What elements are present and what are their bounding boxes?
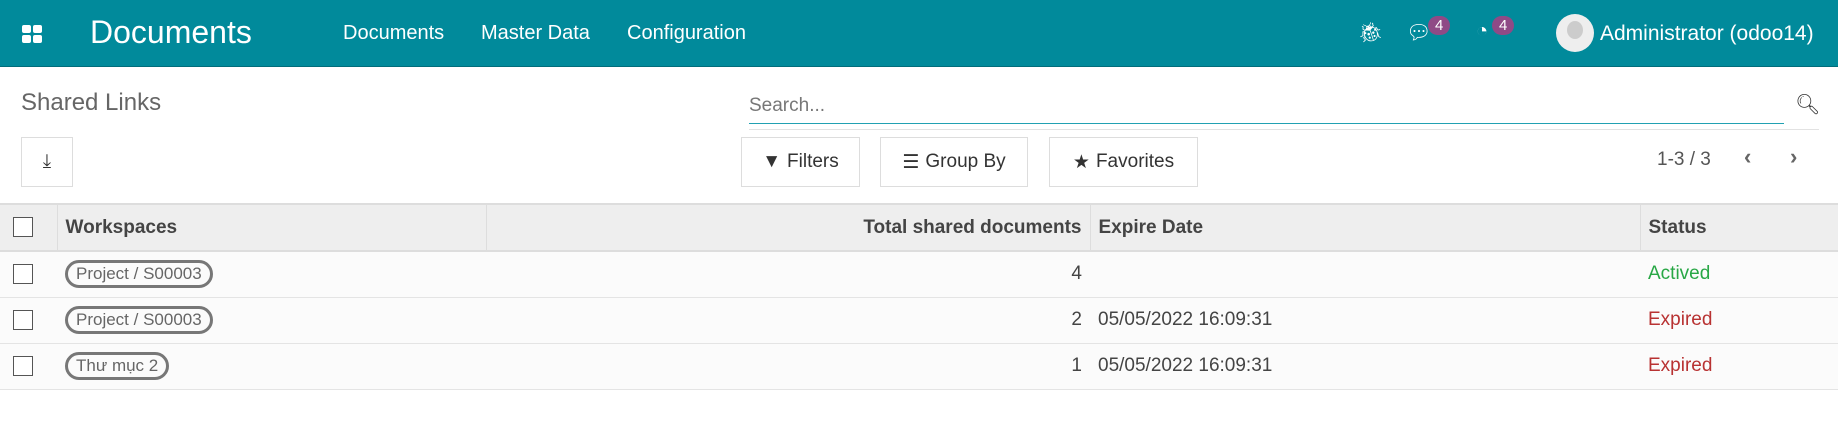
status-cell: Expired: [1640, 297, 1838, 344]
favorites-button[interactable]: ★ Favorites: [1049, 137, 1198, 187]
chevron-left-icon[interactable]: ‹: [1744, 144, 1752, 169]
select-all-checkbox[interactable]: [13, 217, 33, 238]
bars-icon: ☰: [902, 151, 920, 173]
table-row[interactable]: Project / S00003 2 05/05/2022 16:09:31 E…: [0, 297, 1838, 344]
download-icon: ⤓: [42, 151, 52, 172]
favorites-label: Favorites: [1095, 151, 1175, 172]
group-by-label: Group By: [925, 151, 1006, 172]
total-cell: 1: [486, 343, 1090, 390]
menu-master-data[interactable]: Master Data: [481, 22, 590, 44]
workspace-tag: Project / S00003: [65, 306, 213, 334]
header-workspaces[interactable]: Workspaces: [56, 203, 486, 252]
messages-badge: 4: [1428, 16, 1451, 35]
table-row[interactable]: Project / S00003 4 Actived: [0, 251, 1838, 298]
expire-cell: 05/05/2022 16:09:31: [1090, 343, 1640, 390]
status-cell: Expired: [1640, 343, 1838, 390]
chevron-right-icon[interactable]: ›: [1790, 144, 1798, 169]
expire-cell: [1090, 251, 1640, 298]
menu-configuration[interactable]: Configuration: [627, 22, 746, 44]
row-checkbox[interactable]: [13, 309, 33, 330]
search-input[interactable]: Search...: [749, 90, 1784, 124]
row-checkbox[interactable]: [13, 264, 33, 285]
group-by-button[interactable]: ☰ Group By: [880, 137, 1028, 187]
activities-badge: 4: [1492, 16, 1515, 35]
breadcrumb: Shared Links: [21, 89, 162, 116]
filters-label: Filters: [787, 151, 839, 172]
app-title[interactable]: Documents: [90, 14, 252, 50]
download-button[interactable]: ⤓: [21, 137, 73, 187]
workspace-tag: Thư mục 2: [65, 352, 170, 380]
pager-value[interactable]: 1-3 / 3: [1657, 149, 1711, 170]
header-total[interactable]: Total shared documents: [485, 203, 1090, 252]
total-cell: 4: [486, 251, 1090, 298]
bug-icon[interactable]: 🐞︎: [1358, 22, 1384, 44]
header-expire[interactable]: Expire Date: [1089, 203, 1640, 252]
shared-links-table: Workspaces Total shared documents Expire…: [0, 203, 1838, 390]
row-checkbox[interactable]: [13, 355, 33, 376]
table-header: Workspaces Total shared documents Expire…: [0, 203, 1838, 252]
total-cell: 2: [486, 297, 1090, 344]
expire-cell: 05/05/2022 16:09:31: [1090, 297, 1640, 344]
table-row[interactable]: Thư mục 2 1 05/05/2022 16:09:31 Expired: [0, 343, 1838, 390]
clock-icon[interactable]: ◔: [1476, 20, 1489, 42]
status-cell: Actived: [1640, 251, 1838, 298]
search-icon[interactable]: 🔍︎: [1795, 94, 1821, 116]
apps-menu-icon[interactable]: [22, 25, 42, 43]
avatar[interactable]: [1556, 14, 1594, 52]
user-menu[interactable]: Administrator (odoo14): [1600, 22, 1814, 45]
filter-icon: ▼: [762, 151, 782, 172]
workspace-tag: Project / S00003: [65, 260, 213, 289]
star-icon: ★: [1072, 151, 1090, 173]
chat-icon[interactable]: 💬︎: [1406, 22, 1432, 44]
top-navbar: Documents Documents Master Data Configur…: [0, 0, 1838, 67]
divider: [749, 129, 1819, 130]
header-status[interactable]: Status: [1639, 203, 1838, 252]
menu-documents[interactable]: Documents: [343, 22, 445, 44]
filters-button[interactable]: ▼ Filters: [741, 137, 860, 187]
